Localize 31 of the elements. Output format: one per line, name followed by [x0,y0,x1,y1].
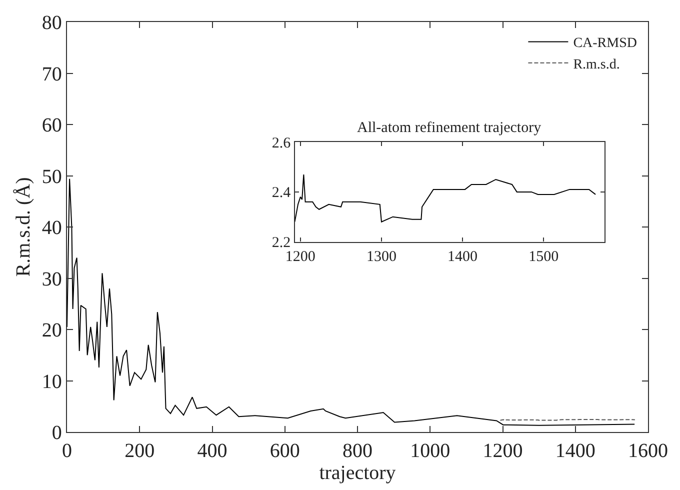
y-tick-label: 40 [42,217,62,239]
y-tick-label: 50 [42,166,62,188]
y-tick-label: 2.6 [272,135,292,152]
y-tick-label: 0 [52,422,62,444]
y-tick-label: 70 [42,63,62,86]
x-tick-label: 200 [124,440,155,462]
x-axis-title: trajectory [319,462,396,484]
line-series [67,178,636,426]
y-tick-label: 30 [42,268,62,290]
x-tick-label: 1200 [482,440,523,462]
legend-label: CA-RMSD [573,36,637,52]
legend-label: R.m.s.d. [573,57,620,72]
x-tick-label: 1400 [555,440,596,462]
x-tick-label: 1200 [285,248,316,265]
y-tick-label: 2.2 [272,235,291,252]
y-tick-label: 2.4 [272,185,292,202]
y-tick-label: 60 [42,114,62,136]
x-tick-label: 400 [197,440,228,462]
y-tick-label: 10 [42,370,62,393]
x-tick-label: 1400 [448,248,478,265]
x-tick-label: 1500 [528,248,559,265]
x-tick-label: 1300 [366,248,396,265]
x-tick-label: 800 [342,440,372,462]
y-tick-label: 20 [42,320,62,342]
chart-title: All-atom refinement trajectory [357,120,542,136]
x-tick-label: 600 [270,440,300,462]
line-series [294,174,596,222]
x-tick-label: 1000 [410,440,450,462]
y-axis-title: R.m.s.d. (Å) [12,177,34,277]
x-tick-label: 1600 [628,440,668,462]
y-tick-label: 80 [42,12,62,34]
